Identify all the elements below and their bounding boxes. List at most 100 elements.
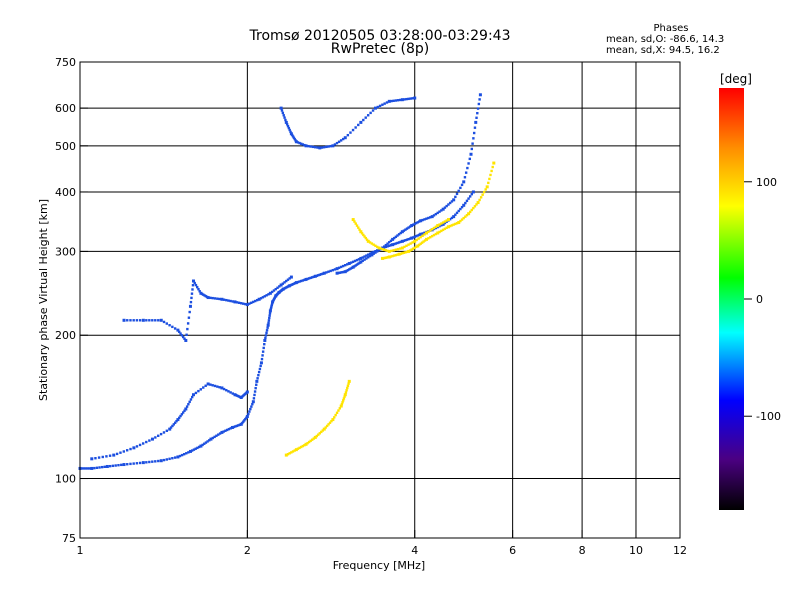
trace-dot (342, 137, 345, 141)
data-point (266, 323, 270, 327)
data-point (90, 466, 94, 470)
trace-dot (248, 410, 251, 413)
trace-dot (264, 334, 268, 337)
trace-dot (379, 247, 382, 250)
colorbar (719, 88, 744, 510)
trace-dot (132, 319, 135, 322)
data-point (294, 448, 298, 452)
y-axis: 75 100 200 300 400 500 600 750 (55, 56, 88, 545)
trace-dot (346, 268, 350, 272)
trace-dot (402, 229, 406, 232)
data-point (400, 230, 404, 234)
trace-dot (175, 419, 178, 423)
trace-dot (247, 412, 250, 416)
trace-dot (318, 432, 321, 435)
data-point (255, 379, 259, 383)
trace-dot (154, 319, 157, 322)
trace-dot (215, 434, 218, 437)
trace-dot (351, 260, 355, 263)
trace-dot (452, 223, 455, 226)
x-tick-label: 12 (673, 544, 687, 557)
data-point (425, 237, 429, 241)
trace-dot (171, 424, 174, 428)
trace-dot (414, 221, 418, 225)
trace-dot (263, 343, 266, 346)
data-point (245, 303, 249, 307)
trace-dot (376, 245, 379, 249)
trace-dot (145, 461, 148, 464)
trace-dot (157, 319, 160, 322)
trace-dot (285, 123, 289, 126)
trace-dot (405, 250, 409, 254)
trace-dot (186, 322, 190, 325)
trace-dot (368, 241, 372, 244)
trace-dot (218, 297, 221, 301)
colorbar-ticks: 100 0 -100 (744, 176, 781, 423)
trace-dot (398, 247, 402, 250)
data-point (410, 236, 414, 240)
data-point (245, 414, 249, 418)
data-point (397, 252, 401, 256)
trace-dot (203, 442, 206, 445)
trace-dot (171, 457, 174, 460)
trace-dot (386, 242, 389, 245)
y-tick-label: 75 (62, 532, 76, 545)
trace-dot (117, 463, 120, 467)
trace-dot (312, 275, 315, 279)
trace-dot (473, 205, 477, 208)
trace-dot (413, 222, 416, 226)
trace-dot (272, 289, 276, 292)
trace-dot (180, 413, 184, 416)
trace-dot (317, 274, 320, 277)
trace-dot (268, 312, 272, 315)
trace-dot (232, 425, 236, 429)
trace-dot (470, 192, 473, 196)
trace-dot (165, 458, 168, 461)
trace-dot (391, 254, 394, 258)
trace-dot (407, 243, 410, 246)
data-point (430, 215, 434, 219)
trace-dot (318, 273, 321, 276)
trace-dot (180, 334, 184, 337)
trace-dot (396, 234, 399, 237)
data-point (452, 198, 456, 202)
trace-dot (394, 248, 398, 251)
data-points (78, 93, 496, 470)
data-point (220, 386, 224, 390)
trace-dot (384, 245, 388, 249)
trace-dot (249, 407, 252, 411)
trace-dot (235, 424, 239, 428)
data-point (289, 275, 293, 279)
trace-dot (342, 397, 346, 400)
trace-dot (201, 443, 204, 447)
trace-dot (417, 237, 420, 240)
trace-dot (337, 409, 340, 412)
trace-dot (129, 319, 132, 322)
phases-mean-o: mean, sd,O: -86.6, 14.3 (606, 34, 725, 45)
trace-dot (455, 211, 459, 215)
trace-dot (365, 254, 368, 257)
x-tick-label: 2 (244, 544, 251, 557)
trace-dot (440, 224, 443, 227)
data-point (206, 382, 210, 386)
trace-dot (353, 259, 357, 263)
trace-dot (204, 384, 207, 387)
trace-dot (82, 467, 86, 470)
trace-dot (187, 403, 190, 406)
trace-dot (243, 419, 246, 422)
trace-dot (411, 97, 414, 100)
trace-dot (470, 147, 474, 151)
trace-dot (363, 255, 366, 258)
trace-dot (467, 162, 470, 165)
trace-dot (282, 114, 285, 117)
trace-dot (440, 222, 443, 225)
data-point (322, 427, 326, 431)
trace-dot (443, 221, 447, 225)
trace-dot (396, 99, 400, 102)
data-point (446, 218, 450, 222)
trace-dot (409, 97, 412, 100)
trace-dot (237, 424, 240, 427)
trace-dot (333, 268, 337, 271)
trace-dot (151, 460, 154, 463)
